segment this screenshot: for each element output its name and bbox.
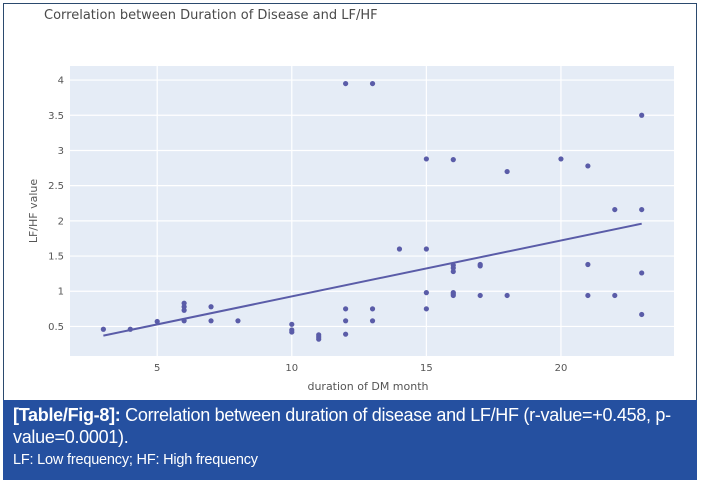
x-tick-label: 10 xyxy=(285,363,298,374)
y-tick-label: 1.5 xyxy=(48,252,64,263)
data-point xyxy=(450,268,456,275)
data-point xyxy=(504,168,510,175)
data-point xyxy=(289,321,295,327)
y-axis-label: LF/HF value xyxy=(27,179,40,244)
data-point xyxy=(423,246,429,252)
x-tick-label: 15 xyxy=(420,363,433,374)
data-point xyxy=(585,163,591,169)
data-point xyxy=(477,263,483,269)
data-point xyxy=(369,306,376,312)
data-point xyxy=(639,311,645,318)
data-point xyxy=(639,270,645,276)
data-point xyxy=(181,318,187,324)
data-point xyxy=(396,246,403,252)
x-axis-label: duration of DM month xyxy=(307,380,428,393)
plot-background xyxy=(70,66,674,356)
data-point xyxy=(154,318,160,325)
data-point xyxy=(423,290,429,296)
grid-lines xyxy=(70,66,674,356)
chart-title: Correlation between Duration of Disease … xyxy=(44,8,378,23)
data-point xyxy=(369,318,376,324)
scatter-chart: 0.5 1 1.5 2 2.5 3 3.5 4 5 10 15 20 LF/HF value dur… xyxy=(27,66,674,393)
data-point xyxy=(343,80,349,87)
caption-main: [Table/Fig-8]: Correlation between durat… xyxy=(13,404,687,448)
data-point xyxy=(316,336,322,342)
caption-tag: [Table/Fig-8]: xyxy=(13,405,121,425)
data-point xyxy=(181,307,187,313)
y-tick-label: 2 xyxy=(58,216,64,227)
data-points xyxy=(100,80,645,342)
figure-caption: [Table/Fig-8]: Correlation between durat… xyxy=(3,400,697,480)
data-point xyxy=(343,318,349,324)
caption-note: LF: Low frequency; HF: High frequency xyxy=(13,452,258,468)
data-point xyxy=(585,292,591,299)
data-point xyxy=(639,112,645,118)
y-tick-label: 1 xyxy=(58,287,64,298)
data-point xyxy=(423,156,429,162)
data-point xyxy=(477,292,483,299)
x-tick-label: 20 xyxy=(555,363,568,374)
data-point xyxy=(639,206,645,213)
data-point xyxy=(289,329,295,335)
y-tick-label: 2.5 xyxy=(48,181,64,192)
data-point xyxy=(450,292,456,299)
x-tick-label: 5 xyxy=(154,363,160,374)
x-axis-ticks: 5 10 15 20 xyxy=(154,363,567,374)
data-point xyxy=(343,306,349,312)
y-tick-label: 3.5 xyxy=(48,111,64,122)
trend-line xyxy=(103,222,642,337)
data-point xyxy=(612,206,618,213)
data-point xyxy=(504,292,510,299)
data-point xyxy=(423,306,429,312)
data-point xyxy=(612,292,618,299)
data-point xyxy=(585,261,591,268)
data-point xyxy=(450,157,456,163)
data-point xyxy=(127,326,133,332)
y-axis-ticks: 0.5 1 1.5 2 2.5 3 3.5 4 xyxy=(48,76,64,333)
data-point xyxy=(100,326,106,332)
y-tick-label: 3 xyxy=(58,146,64,157)
data-point xyxy=(369,80,376,87)
data-point xyxy=(343,331,349,337)
data-point xyxy=(558,156,564,162)
caption-text: Correlation between duration of disease … xyxy=(13,405,671,447)
y-tick-label: 4 xyxy=(58,76,64,87)
y-tick-label: 0.5 xyxy=(48,322,64,333)
data-point xyxy=(208,304,214,310)
data-point xyxy=(235,318,241,324)
data-point xyxy=(208,318,214,324)
